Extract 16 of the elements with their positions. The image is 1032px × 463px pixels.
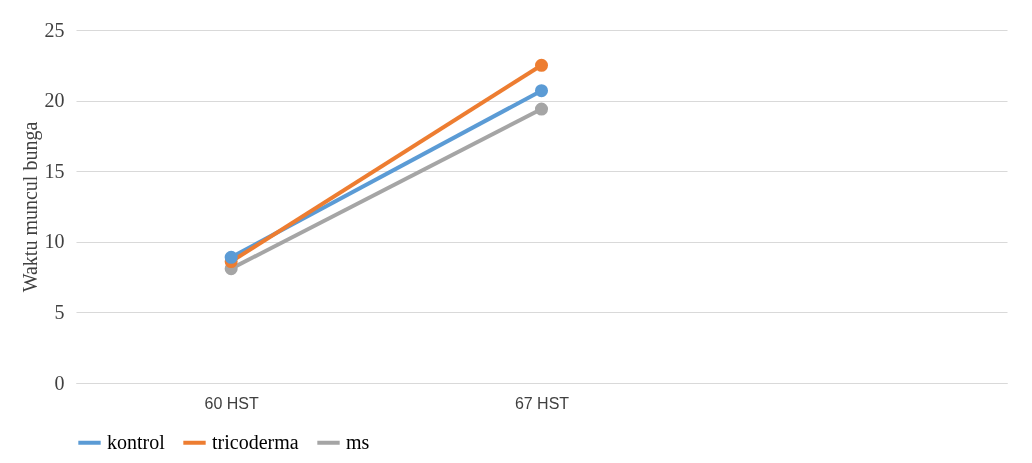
legend-label: ms — [346, 430, 370, 453]
point — [534, 58, 549, 72]
y-tick-label: 20 — [44, 89, 65, 112]
point — [534, 102, 549, 116]
y-tick-label: 25 — [44, 18, 65, 41]
legend-label: kontrol — [107, 430, 166, 453]
y-tick-label: 0 — [54, 371, 65, 394]
x-tick-label: 60 HST — [204, 394, 260, 412]
x-tick-label: 67 HST — [514, 394, 570, 412]
y-axis-title: Waktu muncul bunga — [18, 121, 42, 293]
y-tick-label: 5 — [54, 300, 65, 323]
point — [534, 84, 549, 98]
y-tick-label: 15 — [44, 159, 65, 182]
y-tick-label: 10 — [44, 230, 65, 253]
point — [224, 250, 238, 264]
legend-label: tricoderma — [212, 430, 299, 453]
